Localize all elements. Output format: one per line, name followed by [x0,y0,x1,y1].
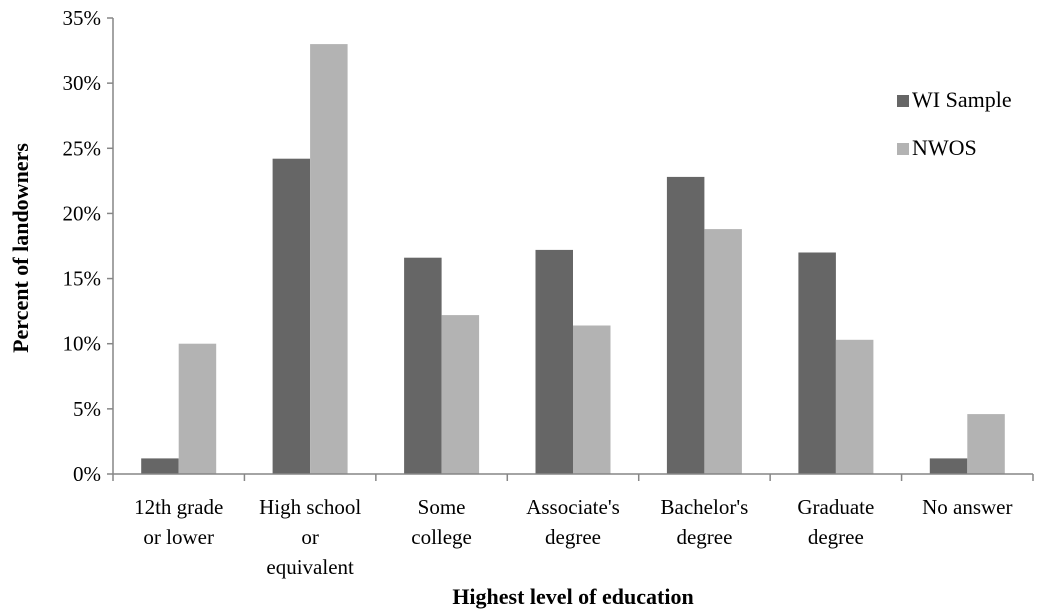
x-category-label-0: 12th grade or lower [134,495,223,549]
y-tick-label-0: 0% [73,462,101,486]
x-category-label-1: High school or equivalent [259,495,361,579]
x-axis-title: Highest level of education [452,584,693,609]
y-tick-label-10: 10% [63,332,102,356]
legend-swatch-0 [897,95,909,107]
y-tick-label-25: 25% [63,136,102,160]
bar-nwos-3 [573,325,611,474]
x-category-label-3: Associate's degree [526,495,620,549]
legend-swatch-1 [897,143,909,155]
x-axis: 12th grade or lower High school or equivalen… [112,474,1034,579]
bar-nwos-5 [835,339,874,474]
bar-wi-sample-4 [666,176,705,474]
x-category-label-6: No answer [922,495,1012,519]
bar-nwos-0 [178,343,217,474]
y-tick-label-20: 20% [63,201,102,225]
bar-wi-sample-5 [798,252,836,474]
y-tick-label-5: 5% [73,397,101,421]
legend: WI Sample NWOS [897,87,1012,160]
x-category-label-4: Bachelor's degree [661,495,749,549]
y-tick-label-15: 15% [63,267,102,291]
bar-wi-sample-1 [272,158,311,474]
bar-wi-sample-2 [404,257,442,474]
bar-nwos-2 [441,315,480,474]
bar-wi-sample-3 [535,249,573,474]
y-tick-label-30: 30% [63,71,102,95]
legend-label-0: WI Sample [912,87,1012,112]
legend-label-1: NWOS [912,135,977,160]
bar-nwos-4 [704,229,742,474]
x-category-label-2: Some college [411,495,472,549]
y-axis-title: Percent of landowners [8,143,33,353]
plot-area [112,18,1033,475]
bar-wi-sample-0 [141,458,179,474]
bar-nwos-1 [310,44,348,474]
y-tick-label-35: 35% [63,6,102,30]
bar-wi-sample-6 [929,458,968,474]
y-axis: 0% 5% 10% 15% 20% 25% 30% 35% [63,6,113,486]
x-category-label-5: Graduate degree [797,495,874,549]
bar-nwos-6 [967,414,1005,474]
